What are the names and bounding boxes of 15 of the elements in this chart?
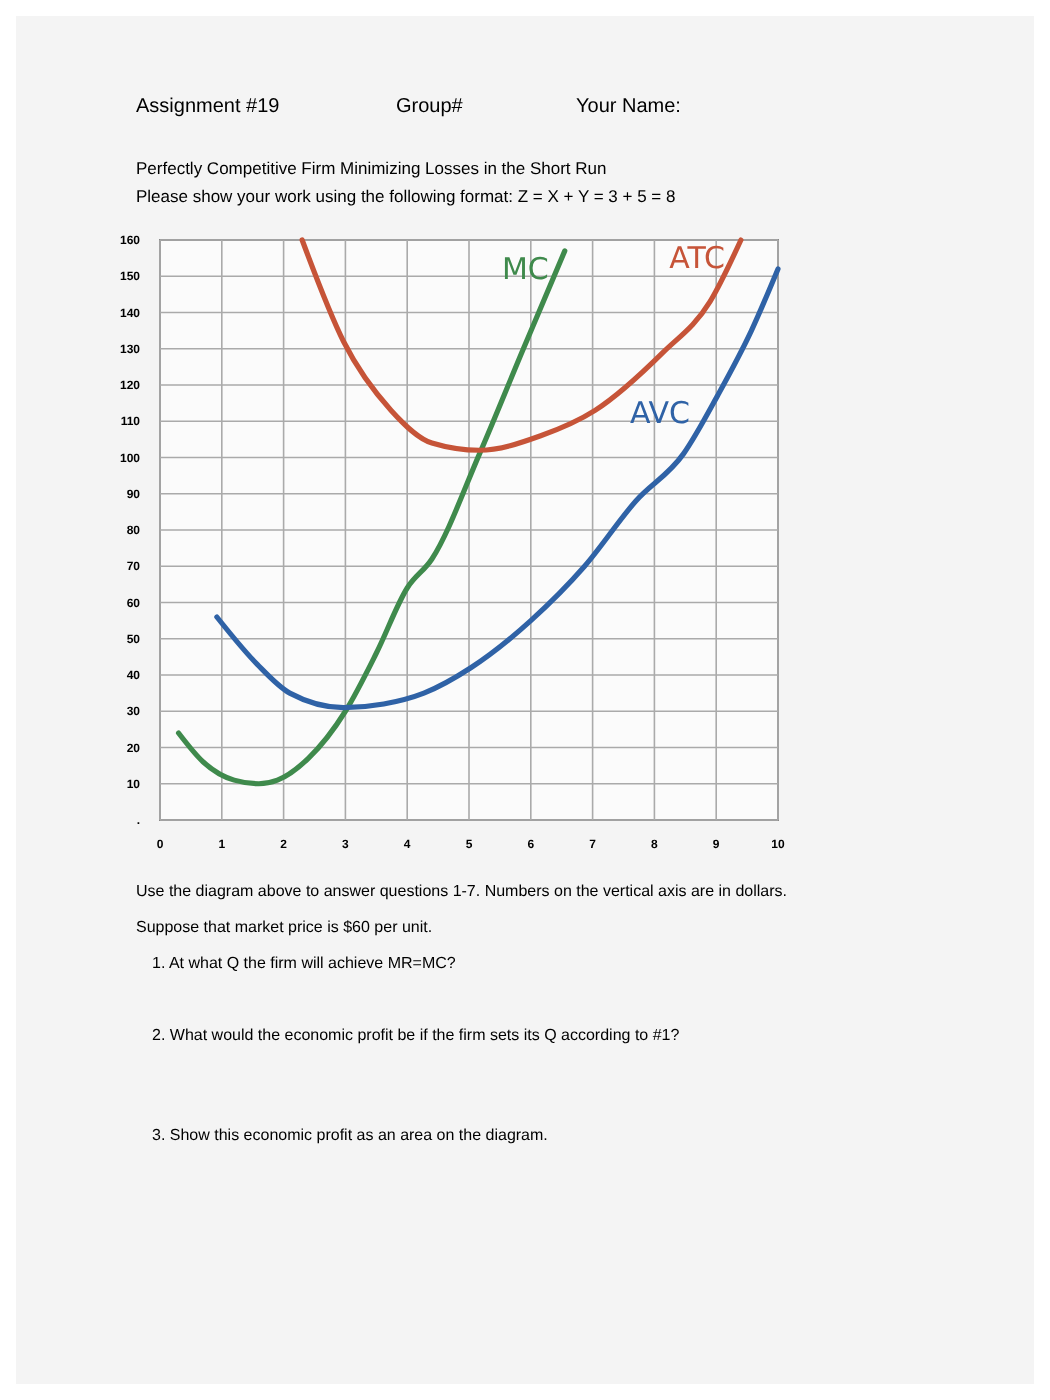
chart-title: Perfectly Competitive Firm Minimizing Losses in the Short Run: [136, 158, 608, 178]
series-label: ATC: [669, 240, 725, 276]
text: Assignment #19: [136, 96, 281, 118]
line-series: [299, 237, 744, 453]
series-label: AVC: [629, 395, 690, 431]
chart-subtitle: Please show your work using the following format: Z = X + Y = 3 + 5 = 8: [136, 186, 676, 206]
text: Use the diagram above to answer questions 1-7. Numbers on the vertical axis are in dollars.: [136, 882, 787, 900]
text: 2. What would the economic profit be if the firm sets its Q according to #1?: [152, 1026, 681, 1044]
series-label: MC: [501, 250, 549, 287]
text: Your Name:: [576, 96, 681, 118]
text: 1. At what Q the firm will achieve MR=MC?: [152, 954, 457, 972]
line-series: [175, 248, 568, 787]
text: Group#: [396, 96, 464, 118]
text: 3. Show this economic profit as an area on the diagram.: [152, 1126, 548, 1144]
text: Suppose that market price is $60 per unit.: [136, 918, 433, 936]
